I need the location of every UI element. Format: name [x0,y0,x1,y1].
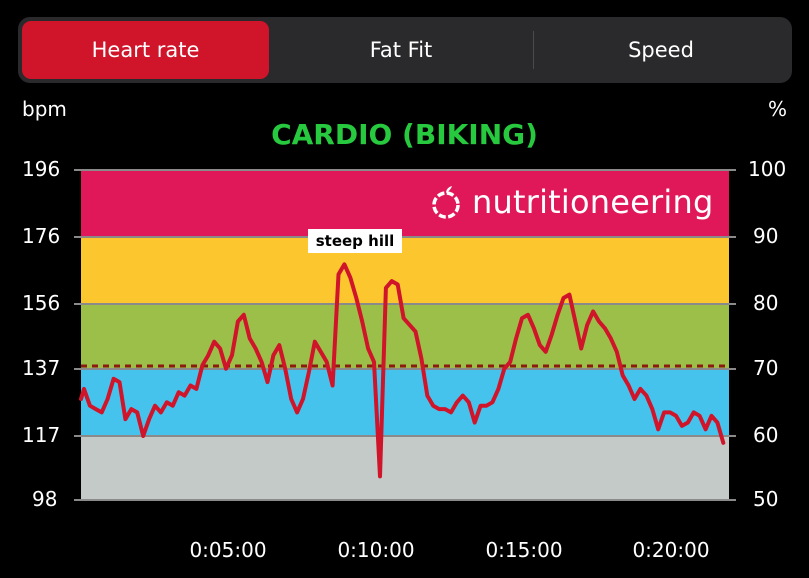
brand-name: nutritioneering [472,183,714,221]
right-axis-unit: % [768,97,788,121]
x-tick: 0:10:00 [337,538,415,562]
y-right-tick: 100 [748,157,787,181]
y-right-tick: 80 [753,291,779,315]
y-left-tick: 117 [22,423,61,447]
apple-logo-icon [432,186,460,219]
tab-divider [533,31,534,69]
zone-light [81,369,729,436]
zone-moderate [81,304,729,369]
heart-rate-line [79,262,726,479]
y-right-tick: 60 [753,423,779,447]
annotation-label: steep hill [308,229,402,253]
zone-max [81,170,729,237]
zone-hard [81,237,729,304]
brand-logo: nutritioneering [428,180,713,224]
y-left-tick: 98 [32,487,58,511]
y-left-tick: 137 [22,356,61,380]
x-tick: 0:15:00 [485,538,563,562]
y-right-tick: 70 [753,356,779,380]
tab-speed[interactable]: Speed [628,38,694,62]
y-left-tick: 196 [22,157,61,181]
gridlines [74,169,736,501]
tab-fat-fit[interactable]: Fat Fit [369,38,433,62]
tab-heart-rate[interactable]: Heart rate [22,21,269,79]
x-tick: 0:20:00 [632,538,710,562]
y-left-tick: 156 [22,291,61,315]
y-right-tick: 50 [753,487,779,511]
x-tick: 0:05:00 [189,538,267,562]
y-right-tick: 90 [753,224,779,248]
metric-tab-bar: Heart rate Fat Fit Speed [18,17,792,83]
left-axis-unit: bpm [22,97,67,121]
zone-rest [81,436,729,500]
chart-title: CARDIO (BIKING) [271,118,538,151]
y-left-tick: 176 [22,224,61,248]
